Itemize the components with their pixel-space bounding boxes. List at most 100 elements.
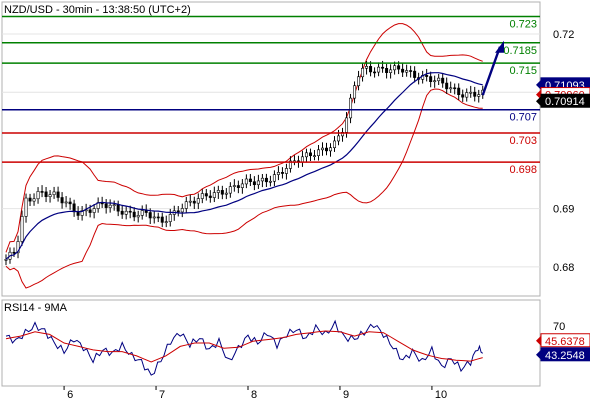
- candle-body: [397, 65, 401, 70]
- candle-body: [124, 210, 128, 215]
- candle-body: [228, 186, 232, 194]
- candle-body: [28, 197, 32, 202]
- level-label-0-7185: 0.7185: [503, 45, 537, 57]
- candle-body: [216, 190, 220, 193]
- candle-body: [393, 65, 397, 71]
- x-axis-tick-label: 6: [67, 389, 73, 400]
- candle-body: [252, 181, 256, 186]
- x-axis-tick-label: 9: [343, 389, 349, 400]
- rsi-9ma-line: [5, 330, 483, 363]
- price-axis-tick-label: 0.72: [553, 29, 574, 41]
- candle-body: [312, 155, 316, 157]
- candle-body: [4, 259, 8, 261]
- candle-body: [320, 147, 324, 151]
- rsi-title: RSI14 - 9MA: [4, 302, 68, 314]
- price-tag-pointer: [536, 89, 541, 100]
- candle-body: [369, 66, 373, 73]
- candle-body: [200, 193, 204, 199]
- candle-body: [176, 210, 180, 213]
- candle-body: [337, 135, 341, 142]
- rsi-panel: 6 7 8 9 10 70 45.6378 43.2548: [1, 299, 590, 400]
- candle-body: [20, 216, 24, 242]
- chart-title: NZD/USD - 30min - 13:38:50 (UTC+2): [4, 4, 191, 16]
- candle-body: [204, 193, 208, 197]
- candle-body: [160, 216, 164, 223]
- candle-body: [433, 80, 437, 83]
- rsi-value-tag-label: 45.6378: [545, 336, 585, 348]
- candle-body: [453, 87, 457, 90]
- candle-body: [52, 191, 56, 195]
- candle-body: [437, 77, 441, 82]
- candle-body: [40, 191, 44, 193]
- candle-body: [357, 76, 361, 87]
- rsi-value-tag-pointer: [536, 335, 541, 346]
- candle-body: [276, 172, 280, 175]
- candle-body: [316, 149, 320, 156]
- candle-body: [120, 210, 124, 215]
- candle-body: [353, 85, 357, 99]
- candle-body: [224, 192, 228, 195]
- projection-arrow-shaft: [481, 46, 502, 96]
- level-label-0-703: 0.703: [509, 135, 537, 147]
- rsi-axis-tick-label: 70: [553, 321, 565, 333]
- price-axis-tick-label: 0.68: [553, 262, 574, 274]
- candle-body: [208, 195, 212, 198]
- candle-body: [180, 208, 184, 213]
- level-label-0-698: 0.698: [509, 164, 537, 176]
- candle-body: [156, 216, 160, 219]
- x-axis-tick-label: 7: [159, 389, 165, 400]
- candle-body: [36, 191, 40, 200]
- candle-body: [329, 147, 333, 152]
- candle-body: [24, 197, 28, 217]
- candle-body: [148, 212, 152, 219]
- candle-body: [44, 191, 48, 197]
- candle-body: [288, 160, 292, 169]
- candle-body: [429, 76, 433, 82]
- candle-body: [80, 210, 84, 216]
- candle-body: [345, 117, 349, 133]
- price-tag-pointer: [536, 79, 541, 90]
- candle-body: [144, 210, 148, 213]
- candle-body: [132, 211, 136, 218]
- candle-body: [465, 92, 469, 98]
- candle-body: [280, 172, 284, 174]
- price-tag-pointer: [536, 96, 541, 107]
- candle-body: [220, 190, 224, 195]
- candle-body: [140, 210, 144, 216]
- candle-body: [413, 70, 417, 78]
- candle-body: [192, 200, 196, 204]
- candle-body: [256, 180, 260, 186]
- candle-body: [92, 208, 96, 213]
- price-tag-label: 0.70914: [545, 96, 585, 108]
- level-label-0-707: 0.707: [509, 112, 537, 124]
- candle-body: [152, 216, 156, 219]
- candle-body: [441, 77, 445, 84]
- candle-body: [268, 180, 272, 183]
- candle-body: [457, 87, 461, 95]
- candle-body: [405, 70, 409, 73]
- bollinger-lower-band: [5, 88, 483, 289]
- candle-body: [477, 94, 481, 97]
- candle-body: [381, 66, 385, 69]
- candle-body: [445, 82, 449, 90]
- candle-body: [48, 194, 52, 197]
- moving-average-line: [5, 72, 483, 260]
- price-panel-frame: [1, 1, 541, 297]
- candle-body: [108, 204, 112, 208]
- rsi-value-tag-pointer: [536, 349, 541, 360]
- candle-body: [56, 191, 60, 198]
- candle-body: [60, 197, 64, 204]
- candle-body: [32, 198, 36, 202]
- candle-body: [16, 241, 20, 254]
- candle-body: [64, 201, 68, 204]
- candle-body: [112, 204, 116, 207]
- candle-body: [304, 152, 308, 158]
- candle-body: [76, 211, 80, 216]
- candle-body: [164, 221, 168, 223]
- candle-body: [184, 201, 188, 209]
- candle-body: [240, 183, 244, 188]
- candle-body: [244, 178, 248, 185]
- candle-body: [104, 203, 108, 208]
- candle-body: [385, 68, 389, 73]
